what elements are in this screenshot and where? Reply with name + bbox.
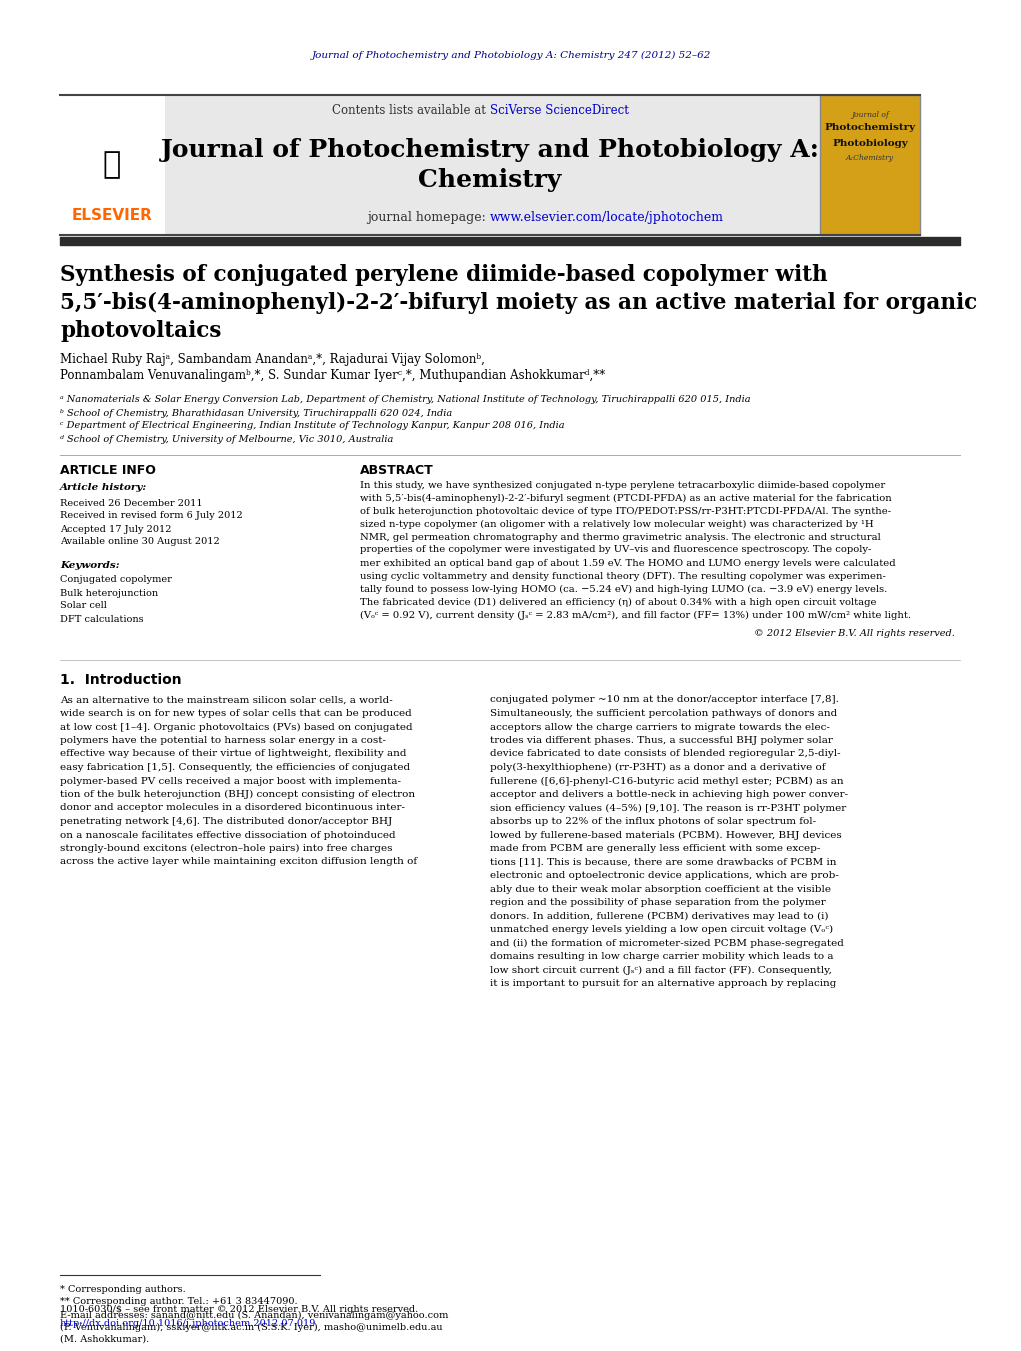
Text: SciVerse ScienceDirect: SciVerse ScienceDirect bbox=[490, 104, 629, 116]
Text: low short circuit current (Jₛᶜ) and a fill factor (FF). Consequently,: low short circuit current (Jₛᶜ) and a fi… bbox=[490, 966, 832, 974]
Text: fullerene ([6,6]-phenyl-C16-butyric acid methyl ester; PCBM) as an: fullerene ([6,6]-phenyl-C16-butyric acid… bbox=[490, 777, 843, 785]
Text: As an alternative to the mainstream silicon solar cells, a world-: As an alternative to the mainstream sili… bbox=[60, 696, 393, 704]
Text: ᶜ Department of Electrical Engineering, Indian Institute of Technology Kanpur, K: ᶜ Department of Electrical Engineering, … bbox=[60, 422, 565, 431]
Text: wide search is on for new types of solar cells that can be produced: wide search is on for new types of solar… bbox=[60, 709, 411, 717]
Text: donor and acceptor molecules in a disordered bicontinuous inter-: donor and acceptor molecules in a disord… bbox=[60, 804, 405, 812]
Text: photovoltaics: photovoltaics bbox=[60, 320, 222, 342]
Text: ᵇ School of Chemistry, Bharathidasan University, Tiruchirappalli 620 024, India: ᵇ School of Chemistry, Bharathidasan Uni… bbox=[60, 408, 452, 417]
Text: Journal of: Journal of bbox=[852, 111, 889, 119]
Text: on a nanoscale facilitates effective dissociation of photoinduced: on a nanoscale facilitates effective dis… bbox=[60, 831, 395, 839]
Text: In this study, we have synthesized conjugated n-type perylene tetracarboxylic di: In this study, we have synthesized conju… bbox=[360, 481, 885, 489]
Text: Contents lists available at: Contents lists available at bbox=[333, 104, 490, 116]
Text: sion efficiency values (4–5%) [9,10]. The reason is rr-P3HT polymer: sion efficiency values (4–5%) [9,10]. Th… bbox=[490, 804, 846, 812]
Text: it is important to pursuit for an alternative approach by replacing: it is important to pursuit for an altern… bbox=[490, 979, 836, 988]
Text: tion of the bulk heterojunction (BHJ) concept consisting of electron: tion of the bulk heterojunction (BHJ) co… bbox=[60, 790, 416, 798]
Text: poly(3-hexylthiophene) (rr-P3HT) as a donor and a derivative of: poly(3-hexylthiophene) (rr-P3HT) as a do… bbox=[490, 763, 826, 771]
Text: ᵃ Nanomaterials & Solar Energy Conversion Lab, Department of Chemistry, National: ᵃ Nanomaterials & Solar Energy Conversio… bbox=[60, 396, 750, 404]
Text: (P. Venuvanalingam), sskiyer@iitk.ac.in (S.S.K. Iyer), masho@unimelb.edu.au: (P. Venuvanalingam), sskiyer@iitk.ac.in … bbox=[60, 1323, 443, 1332]
Text: conjugated polymer ~10 nm at the donor/acceptor interface [7,8].: conjugated polymer ~10 nm at the donor/a… bbox=[490, 696, 839, 704]
Text: acceptor and delivers a bottle-neck in achieving high power conver-: acceptor and delivers a bottle-neck in a… bbox=[490, 790, 848, 798]
Text: Available online 30 August 2012: Available online 30 August 2012 bbox=[60, 538, 220, 547]
Text: Journal of Photochemistry and Photobiology A:: Journal of Photochemistry and Photobiolo… bbox=[160, 138, 820, 162]
Text: penetrating network [4,6]. The distributed donor/acceptor BHJ: penetrating network [4,6]. The distribut… bbox=[60, 817, 392, 825]
Text: Synthesis of conjugated perylene diimide-based copolymer with: Synthesis of conjugated perylene diimide… bbox=[60, 263, 828, 286]
Text: region and the possibility of phase separation from the polymer: region and the possibility of phase sepa… bbox=[490, 898, 826, 907]
Text: Received in revised form 6 July 2012: Received in revised form 6 July 2012 bbox=[60, 512, 243, 520]
Text: of bulk heterojunction photovoltaic device of type ITO/PEDOT:PSS/rr-P3HT:PTCDI-P: of bulk heterojunction photovoltaic devi… bbox=[360, 507, 891, 516]
Text: Ponnambalam Venuvanalingamᵇ,*, S. Sundar Kumar Iyerᶜ,*, Muthupandian Ashokkumarᵈ: Ponnambalam Venuvanalingamᵇ,*, S. Sundar… bbox=[60, 369, 605, 381]
Text: Accepted 17 July 2012: Accepted 17 July 2012 bbox=[60, 524, 172, 534]
Text: www.elsevier.com/locate/jphotochem: www.elsevier.com/locate/jphotochem bbox=[490, 212, 724, 224]
Text: properties of the copolymer were investigated by UV–vis and fluorescence spectro: properties of the copolymer were investi… bbox=[360, 546, 871, 554]
Text: 5,5′-bis(4-aminophenyl)-2-2′-bifuryl moiety as an active material for organic: 5,5′-bis(4-aminophenyl)-2-2′-bifuryl moi… bbox=[60, 292, 977, 313]
Text: Received 26 December 2011: Received 26 December 2011 bbox=[60, 499, 202, 508]
Text: (M. Ashokkumar).: (M. Ashokkumar). bbox=[60, 1335, 149, 1343]
Text: Article history:: Article history: bbox=[60, 484, 147, 493]
Text: * Corresponding authors.: * Corresponding authors. bbox=[60, 1286, 186, 1294]
Text: (Vₒᶜ = 0.92 V), current density (Jₛᶜ = 2.83 mA/cm²), and fill factor (FF= 13%) u: (Vₒᶜ = 0.92 V), current density (Jₛᶜ = 2… bbox=[360, 611, 911, 620]
Text: Keywords:: Keywords: bbox=[60, 561, 119, 570]
Text: domains resulting in low charge carrier mobility which leads to a: domains resulting in low charge carrier … bbox=[490, 952, 833, 961]
Text: ᵈ School of Chemistry, University of Melbourne, Vic 3010, Australia: ᵈ School of Chemistry, University of Mel… bbox=[60, 435, 393, 443]
Text: strongly-bound excitons (electron–hole pairs) into free charges: strongly-bound excitons (electron–hole p… bbox=[60, 844, 392, 852]
Text: ARTICLE INFO: ARTICLE INFO bbox=[60, 463, 156, 477]
Text: DFT calculations: DFT calculations bbox=[60, 615, 144, 624]
Text: 1.  Introduction: 1. Introduction bbox=[60, 673, 182, 688]
Text: Journal of Photochemistry and Photobiology A: Chemistry 247 (2012) 52–62: Journal of Photochemistry and Photobiolo… bbox=[311, 50, 711, 59]
Text: donors. In addition, fullerene (PCBM) derivatives may lead to (i): donors. In addition, fullerene (PCBM) de… bbox=[490, 912, 828, 920]
Text: using cyclic voltammetry and density functional theory (DFT). The resulting copo: using cyclic voltammetry and density fun… bbox=[360, 571, 886, 581]
Text: Photochemistry: Photochemistry bbox=[824, 123, 916, 132]
Text: device fabricated to date consists of blended regioregular 2,5-diyl-: device fabricated to date consists of bl… bbox=[490, 750, 840, 758]
Text: across the active layer while maintaining exciton diffusion length of: across the active layer while maintainin… bbox=[60, 858, 418, 866]
Text: effective way because of their virtue of lightweight, flexibility and: effective way because of their virtue of… bbox=[60, 750, 406, 758]
Text: journal homepage:: journal homepage: bbox=[368, 212, 490, 224]
FancyBboxPatch shape bbox=[820, 95, 920, 235]
Text: tally found to possess low-lying HOMO (ca. −5.24 eV) and high-lying LUMO (ca. −3: tally found to possess low-lying HOMO (c… bbox=[360, 585, 887, 593]
Text: electronic and optoelectronic device applications, which are prob-: electronic and optoelectronic device app… bbox=[490, 871, 839, 880]
Text: and (ii) the formation of micrometer-sized PCBM phase-segregated: and (ii) the formation of micrometer-siz… bbox=[490, 939, 844, 947]
Text: Conjugated copolymer: Conjugated copolymer bbox=[60, 576, 172, 585]
Text: Chemistry: Chemistry bbox=[419, 168, 562, 192]
Text: 1010-6030/$ – see front matter © 2012 Elsevier B.V. All rights reserved.: 1010-6030/$ – see front matter © 2012 El… bbox=[60, 1305, 419, 1315]
Text: http://dx.doi.org/10.1016/j.jphotochem.2012.07.019: http://dx.doi.org/10.1016/j.jphotochem.2… bbox=[60, 1319, 317, 1328]
Text: Solar cell: Solar cell bbox=[60, 601, 107, 611]
Text: trodes via different phases. Thus, a successful BHJ polymer solar: trodes via different phases. Thus, a suc… bbox=[490, 736, 833, 744]
Text: easy fabrication [1,5]. Consequently, the efficiencies of conjugated: easy fabrication [1,5]. Consequently, th… bbox=[60, 763, 410, 771]
Text: ably due to their weak molar absorption coefficient at the visible: ably due to their weak molar absorption … bbox=[490, 885, 831, 893]
Text: ELSEVIER: ELSEVIER bbox=[71, 208, 152, 223]
Text: Photobiology: Photobiology bbox=[832, 139, 908, 147]
Text: at low cost [1–4]. Organic photovoltaics (PVs) based on conjugated: at low cost [1–4]. Organic photovoltaics… bbox=[60, 723, 412, 731]
Text: The fabricated device (D1) delivered an efficiency (η) of about 0.34% with a hig: The fabricated device (D1) delivered an … bbox=[360, 597, 876, 607]
Text: tions [11]. This is because, there are some drawbacks of PCBM in: tions [11]. This is because, there are s… bbox=[490, 858, 836, 866]
Text: 🌳: 🌳 bbox=[103, 150, 121, 180]
Text: E-mail addresses: sanand@nitt.edu (S. Anandan), venivanalingam@yahoo.com: E-mail addresses: sanand@nitt.edu (S. An… bbox=[60, 1310, 448, 1320]
Text: made from PCBM are generally less efficient with some excep-: made from PCBM are generally less effici… bbox=[490, 844, 821, 852]
Text: lowed by fullerene-based materials (PCBM). However, BHJ devices: lowed by fullerene-based materials (PCBM… bbox=[490, 831, 841, 839]
Text: mer exhibited an optical band gap of about 1.59 eV. The HOMO and LUMO energy lev: mer exhibited an optical band gap of abo… bbox=[360, 558, 895, 567]
Text: sized n-type copolymer (an oligomer with a relatively low molecular weight) was : sized n-type copolymer (an oligomer with… bbox=[360, 519, 874, 528]
Text: A:Chemistry: A:Chemistry bbox=[846, 154, 894, 162]
Text: unmatched energy levels yielding a low open circuit voltage (Vₒᶜ): unmatched energy levels yielding a low o… bbox=[490, 925, 833, 934]
Text: polymer-based PV cells received a major boost with implementa-: polymer-based PV cells received a major … bbox=[60, 777, 401, 785]
Text: polymers have the potential to harness solar energy in a cost-: polymers have the potential to harness s… bbox=[60, 736, 386, 744]
FancyBboxPatch shape bbox=[60, 95, 920, 235]
Text: with 5,5′-bis(4-aminophenyl)-2-2′-bifuryl segment (PTCDI-PFDA) as an active mate: with 5,5′-bis(4-aminophenyl)-2-2′-bifury… bbox=[360, 493, 891, 503]
Text: ** Corresponding author. Tel.: +61 3 83447090.: ** Corresponding author. Tel.: +61 3 834… bbox=[60, 1297, 298, 1306]
Text: Simultaneously, the sufficient percolation pathways of donors and: Simultaneously, the sufficient percolati… bbox=[490, 709, 837, 717]
Text: absorbs up to 22% of the influx photons of solar spectrum fol-: absorbs up to 22% of the influx photons … bbox=[490, 817, 816, 825]
FancyBboxPatch shape bbox=[60, 95, 165, 235]
Text: ABSTRACT: ABSTRACT bbox=[360, 463, 434, 477]
Text: Michael Ruby Rajᵃ, Sambandam Anandanᵃ,*, Rajadurai Vijay Solomonᵇ,: Michael Ruby Rajᵃ, Sambandam Anandanᵃ,*,… bbox=[60, 354, 485, 366]
Text: NMR, gel permeation chromatography and thermo gravimetric analysis. The electron: NMR, gel permeation chromatography and t… bbox=[360, 532, 881, 542]
Text: © 2012 Elsevier B.V. All rights reserved.: © 2012 Elsevier B.V. All rights reserved… bbox=[755, 628, 955, 638]
Text: Bulk heterojunction: Bulk heterojunction bbox=[60, 589, 158, 597]
Text: acceptors allow the charge carriers to migrate towards the elec-: acceptors allow the charge carriers to m… bbox=[490, 723, 830, 731]
